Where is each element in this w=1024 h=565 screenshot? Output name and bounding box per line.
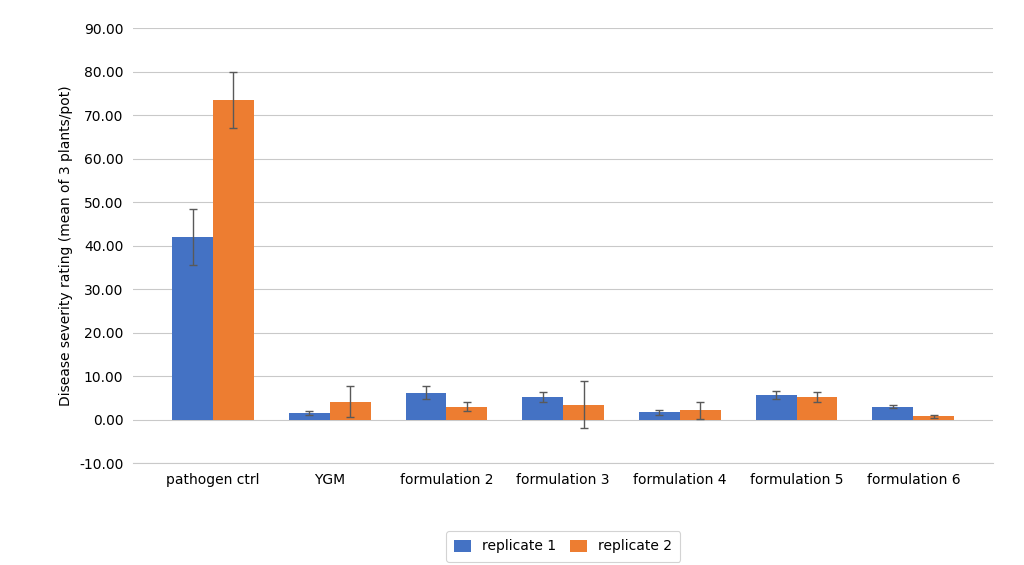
Bar [756,395,797,420]
Bar [330,402,371,420]
Bar [563,405,604,420]
Bar [872,407,913,420]
Bar [639,412,680,420]
Bar [522,397,563,420]
Bar [446,407,487,420]
Bar [680,410,721,420]
Y-axis label: Disease severity rating (mean of 3 plants/pot): Disease severity rating (mean of 3 plant… [59,85,74,406]
Bar [289,413,330,420]
Bar [913,416,954,420]
Bar [406,393,446,420]
Bar [172,237,213,420]
Legend: replicate 1, replicate 2: replicate 1, replicate 2 [446,531,680,562]
Bar [213,100,254,420]
Bar [797,397,838,420]
